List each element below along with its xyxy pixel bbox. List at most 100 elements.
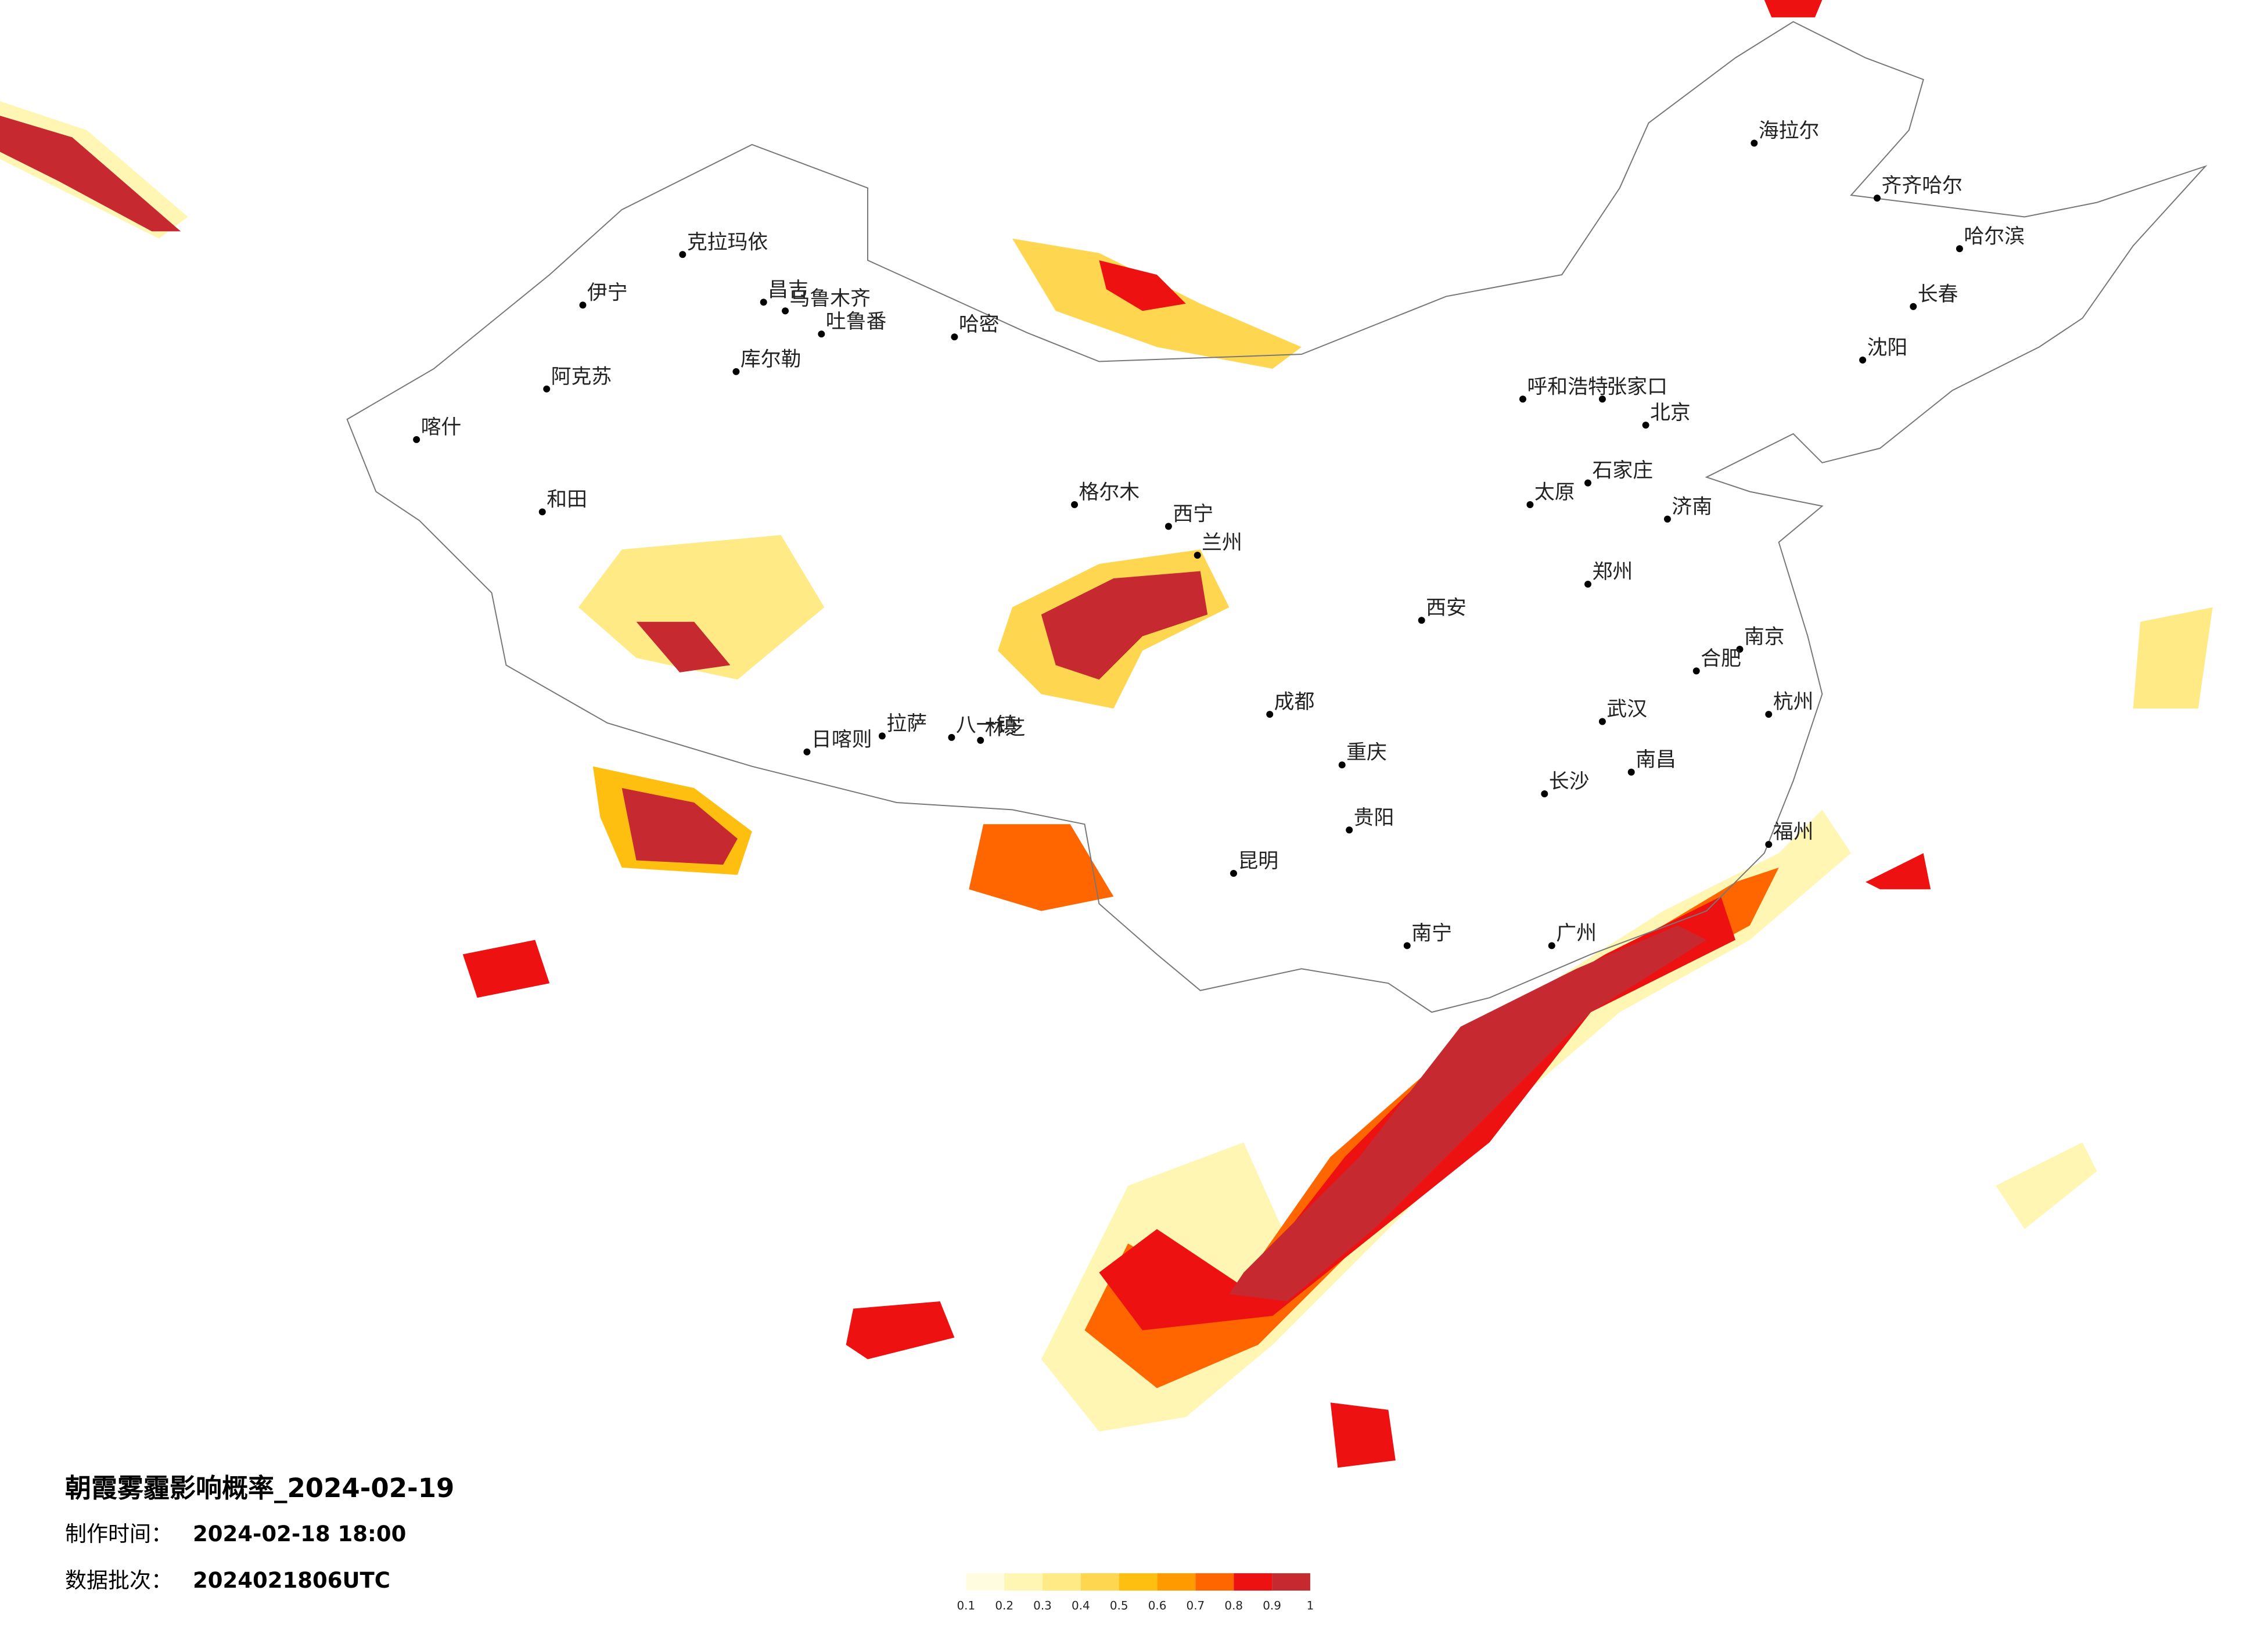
colorbar-tick-label: 0.2 (995, 1599, 1013, 1612)
city-label: 石家庄 (1592, 459, 1653, 483)
city-dot (1194, 552, 1201, 559)
city-dot (1663, 515, 1671, 523)
city-dot (948, 733, 955, 741)
colorbar-segment (1234, 1573, 1273, 1591)
batch-label: 数据批次： (65, 1568, 172, 1593)
haze-patch (2133, 607, 2213, 709)
city-dot (1765, 711, 1773, 718)
map-title: 朝霞雾霾影响概率_2024-02-19 (65, 1473, 454, 1503)
colorbar-segment (1157, 1573, 1196, 1591)
city-label: 齐齐哈尔 (1881, 174, 1962, 197)
city-dot (1403, 942, 1411, 949)
city-dot (818, 330, 825, 338)
haze-patch (1330, 1402, 1396, 1468)
colorbar-tick-label: 1 (1307, 1599, 1314, 1612)
city-label: 济南 (1672, 495, 1712, 519)
city-label: 南宁 (1411, 922, 1452, 945)
city-dot (1071, 501, 1079, 508)
city-dot (1584, 479, 1591, 487)
city-dot (951, 333, 958, 341)
time-value: 2024-02-18 18:00 (193, 1521, 406, 1546)
city-label: 武汉 (1606, 698, 1647, 721)
city-label: 海拉尔 (1759, 120, 1820, 143)
time-label: 制作时间： (65, 1521, 172, 1546)
city-dot (1859, 357, 1867, 364)
city-label: 郑州 (1592, 560, 1633, 584)
city-label: 贵阳 (1354, 806, 1394, 829)
city-label: 昌吉 (768, 278, 808, 301)
city-dot (878, 732, 886, 740)
city-label: 林芝 (985, 717, 1026, 740)
city-dot (1338, 761, 1346, 769)
colorbar-segment (1043, 1573, 1081, 1591)
haze-patch (969, 824, 1114, 911)
city-label: 成都 (1274, 690, 1315, 714)
colorbar-tick-label: 0.1 (957, 1599, 975, 1612)
city-dot (760, 298, 767, 306)
haze-patch (636, 621, 731, 672)
city-dot (579, 301, 587, 309)
city-label: 伊宁 (587, 281, 628, 304)
city-dot (803, 748, 811, 756)
haze-patch (578, 535, 825, 680)
colorbar-segment (1004, 1573, 1043, 1591)
city-dot (1736, 646, 1744, 653)
city-dot (413, 436, 420, 443)
city-dot (1642, 422, 1649, 429)
haze-patch (1996, 1142, 2097, 1229)
city-dot (1874, 195, 1881, 202)
city-label: 南京 (1744, 625, 1785, 649)
colorbar-segment (1119, 1573, 1158, 1591)
haze-patch (462, 940, 550, 998)
city-label: 呼和浩特 (1527, 375, 1608, 398)
city-label: 昆明 (1238, 850, 1278, 873)
haze-patch (1764, 0, 1823, 17)
city-label: 西安 (1426, 596, 1467, 620)
city-label: 长沙 (1549, 770, 1590, 793)
haze-patch (1041, 571, 1208, 680)
city-label: 库尔勒 (741, 348, 801, 371)
city-label: 吐鲁番 (826, 310, 887, 333)
colorbar-tick-label: 0.5 (1110, 1599, 1128, 1612)
colorbar-segment (1272, 1573, 1310, 1591)
city-dot (1765, 841, 1773, 848)
city-dot (1910, 303, 1917, 310)
city-dot (1598, 395, 1606, 403)
country-outline (346, 21, 2208, 1013)
city-label: 格尔木 (1079, 481, 1140, 504)
city-label: 喀什 (421, 416, 462, 439)
city-dot (543, 385, 551, 393)
colorbar-tick-label: 0.3 (1033, 1599, 1052, 1612)
city-label: 西宁 (1173, 502, 1213, 526)
city-dot (1230, 869, 1237, 877)
city-label: 拉萨 (886, 712, 927, 735)
city-label: 长春 (1918, 283, 1958, 306)
colorbar-tick-label: 0.4 (1072, 1599, 1090, 1612)
haze-patch (1229, 925, 1707, 1301)
colorbar-segment (966, 1573, 1005, 1591)
haze-patch (0, 116, 181, 232)
city-label: 乌鲁木齐 (790, 287, 871, 310)
city-label: 杭州 (1773, 690, 1814, 714)
haze-patch (1099, 260, 1186, 311)
city-label: 广州 (1556, 922, 1597, 945)
city-dot (732, 368, 740, 375)
city-label: 太原 (1534, 481, 1575, 504)
city-dot (1956, 245, 1963, 253)
colorbar-tick-label: 0.9 (1263, 1599, 1281, 1612)
city-label: 北京 (1650, 401, 1691, 425)
city-dot (1526, 501, 1534, 508)
city-dot (1548, 942, 1555, 949)
city-label: 重庆 (1346, 741, 1387, 764)
city-label: 哈密 (959, 313, 1000, 336)
city-dot (1627, 768, 1635, 776)
city-dot (1418, 617, 1425, 624)
city-dot (1692, 667, 1700, 675)
city-label: 兰州 (1202, 531, 1242, 555)
haze-field (0, 0, 2213, 1468)
city-dot (679, 251, 686, 258)
city-dot (1598, 718, 1606, 725)
